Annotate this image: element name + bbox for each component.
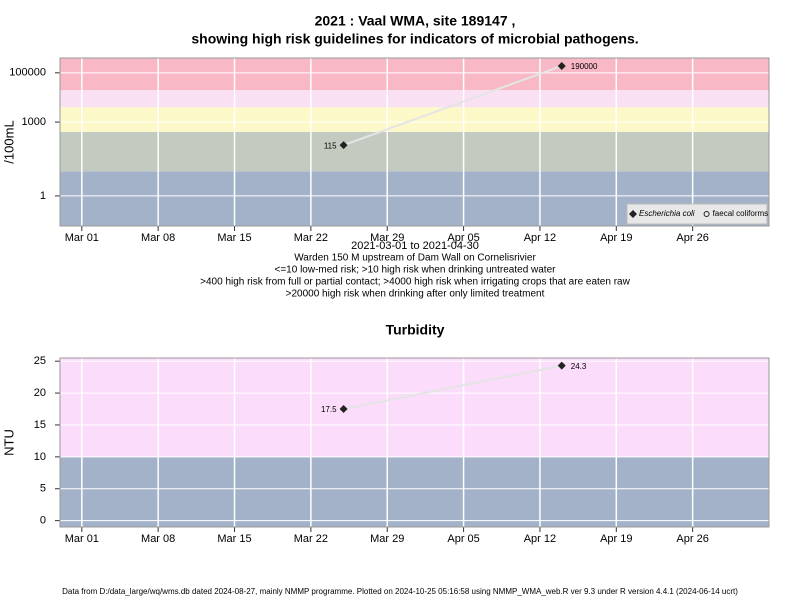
y-tick-label: 1000: [22, 116, 46, 128]
y-tick-label: 0: [40, 515, 46, 527]
y-tick-label: 1: [40, 190, 46, 202]
note: >400 high risk from full or partial cont…: [200, 277, 630, 288]
x-tick-label: Mar 15: [217, 533, 251, 545]
point-marker: [557, 61, 566, 70]
point-marker: [557, 361, 566, 370]
x-tick-label: Mar 01: [65, 533, 99, 545]
chart-title: Turbidity: [386, 322, 445, 338]
note: Warden 150 M upstream of Dam Wall on Cor…: [294, 253, 536, 264]
x-tick-label: Apr 26: [676, 232, 708, 244]
x-tick-label: Mar 08: [141, 232, 175, 244]
y-tick-label: 100000: [9, 67, 46, 79]
legend-marker: [703, 211, 710, 217]
x-tick-label: Apr 12: [524, 533, 556, 545]
x-tick-label: Mar 29: [370, 533, 404, 545]
x-tick-label: Mar 08: [141, 533, 175, 545]
x-tick-label: Apr 26: [676, 533, 708, 545]
chart-title: 2021 : Vaal WMA, site 189147 ,: [315, 13, 516, 29]
y-tick-label: 15: [34, 419, 46, 431]
y-tick-label: 25: [34, 355, 46, 367]
risk-band: [60, 58, 769, 91]
risk-band: [60, 131, 769, 172]
x-tick-label: Apr 19: [600, 232, 632, 244]
risk-band: [60, 90, 769, 108]
x-tick-label: Apr 05: [447, 232, 479, 244]
y-axis-label: NTU: [1, 429, 16, 456]
x-tick-label: Mar 15: [217, 232, 251, 244]
series-line: [343, 364, 562, 410]
point-marker: [339, 141, 348, 150]
x-tick-label: Apr 19: [600, 533, 632, 545]
x-tick-label: Mar 29: [370, 232, 404, 244]
legend-label: Escherichia coli: [639, 209, 695, 218]
y-tick-label: 10: [34, 451, 46, 463]
x-tick-label: Mar 01: [65, 232, 99, 244]
x-tick-label: Apr 12: [524, 232, 556, 244]
plot-frame: [59, 357, 770, 528]
risk-band: [60, 456, 769, 527]
footer: Data from D:/data_large/wq/wms.db dated …: [62, 587, 738, 596]
legend-marker: [629, 210, 637, 218]
series-line: [343, 65, 563, 147]
note: >20000 high risk when drinking after onl…: [286, 289, 545, 300]
data-label: 115: [324, 141, 337, 150]
x-tick-label: Mar 22: [294, 232, 328, 244]
y-tick-label: 20: [34, 387, 46, 399]
y-axis-label: /100mL: [1, 120, 16, 163]
legend-box: [626, 203, 768, 225]
x-tick-label: Apr 05: [447, 533, 479, 545]
x-tick-label: Mar 22: [294, 533, 328, 545]
legend-label: faecal coliforms: [713, 209, 769, 218]
risk-band: [60, 358, 769, 457]
chart-subtitle: showing high risk guidelines for indicat…: [191, 31, 638, 47]
data-label: 24.3: [571, 362, 587, 371]
note: <=10 low-med risk; >10 high risk when dr…: [275, 265, 557, 276]
point-marker: [339, 405, 348, 414]
data-label: 17.5: [321, 405, 337, 414]
x-axis-label: 2021-03-01 to 2021-04-30: [351, 240, 479, 252]
data-label: 190000: [571, 62, 598, 71]
plot-frame: [59, 57, 770, 227]
y-tick-label: 5: [40, 483, 46, 495]
